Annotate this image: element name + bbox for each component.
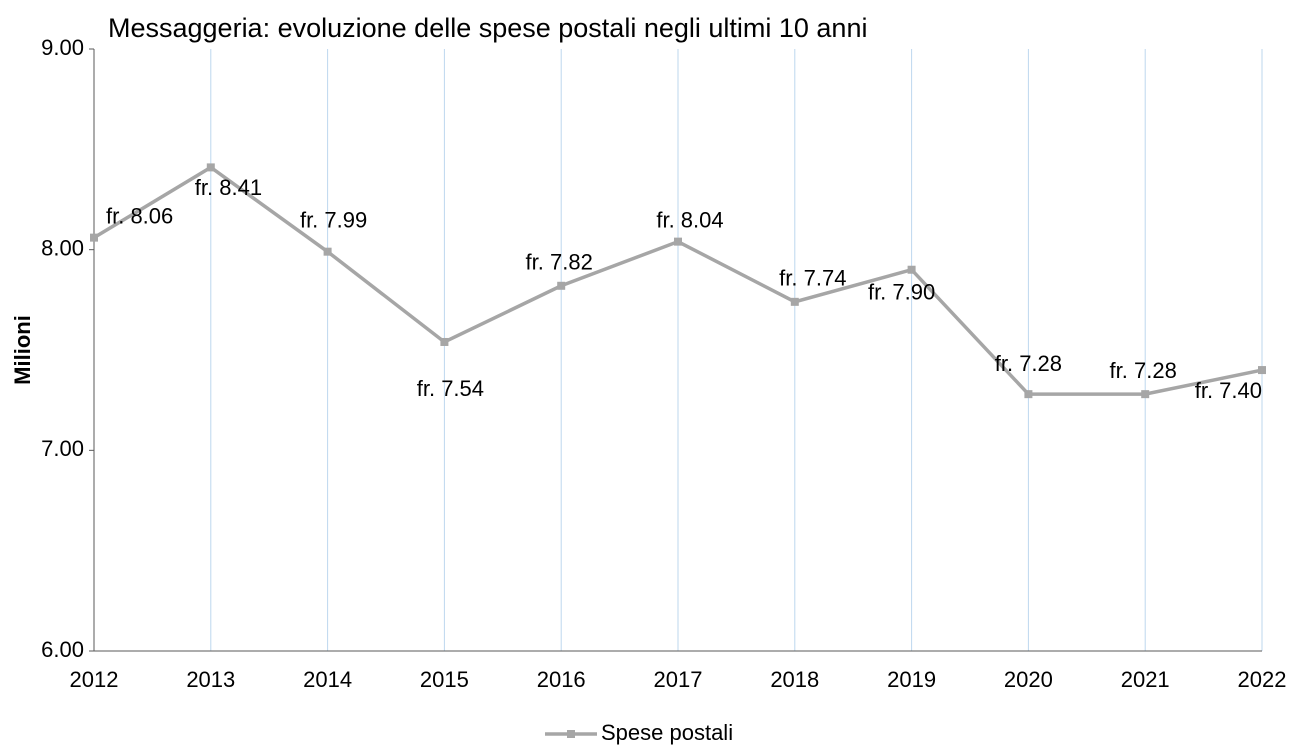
y-tick-label: 7.00: [41, 436, 84, 461]
data-label: fr. 7.28: [995, 351, 1062, 376]
data-label: fr. 8.06: [106, 203, 173, 228]
data-label: fr. 7.40: [1195, 378, 1262, 403]
y-tick-label: 6.00: [41, 637, 84, 662]
marker: [323, 247, 332, 256]
x-tick-label: 2016: [537, 667, 586, 692]
data-label: fr. 7.54: [417, 376, 484, 401]
marker: [907, 265, 916, 274]
legend-label: Spese postali: [601, 720, 733, 745]
x-tick-label: 2012: [70, 667, 119, 692]
y-tick-label: 9.00: [41, 35, 84, 60]
x-tick-label: 2018: [770, 667, 819, 692]
data-label: fr. 8.41: [195, 175, 262, 200]
marker: [674, 237, 682, 246]
x-tick-label: 2015: [420, 667, 469, 692]
marker: [790, 297, 799, 306]
x-tick-label: 2017: [654, 667, 703, 692]
marker: [206, 163, 215, 172]
marker: [440, 337, 449, 346]
x-tick-label: 2020: [1004, 667, 1053, 692]
marker: [1024, 390, 1033, 399]
legend-marker: [567, 730, 575, 738]
data-label: fr. 7.74: [779, 266, 846, 291]
x-tick-label: 2022: [1238, 667, 1287, 692]
x-tick-label: 2021: [1121, 667, 1170, 692]
y-tick-label: 8.00: [41, 235, 84, 260]
marker: [1141, 390, 1150, 399]
data-label: fr. 7.90: [868, 280, 935, 305]
data-label: fr. 7.99: [300, 207, 367, 232]
x-tick-label: 2014: [303, 667, 352, 692]
data-label: fr. 7.28: [1110, 358, 1177, 383]
data-label: fr. 7.82: [526, 250, 593, 275]
marker: [557, 281, 566, 290]
x-tick-label: 2013: [186, 667, 235, 692]
chart-title: Messaggeria: evoluzione delle spese post…: [108, 13, 867, 43]
data-label: fr. 8.04: [656, 207, 723, 232]
marker: [1258, 366, 1266, 375]
y-axis-label: Milioni: [10, 315, 35, 385]
marker: [90, 233, 98, 242]
x-tick-label: 2019: [887, 667, 936, 692]
